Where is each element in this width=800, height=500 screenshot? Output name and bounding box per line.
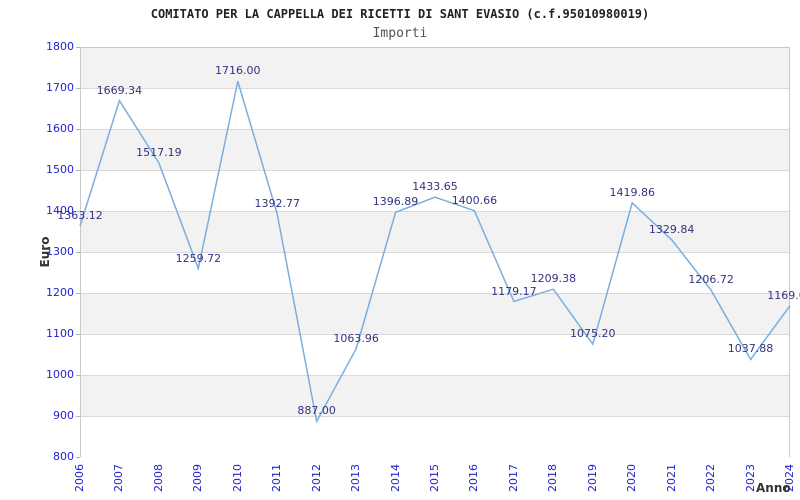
data-point-label: 1075.20 <box>570 327 616 341</box>
grid-band <box>81 130 789 171</box>
y-tick-label: 1300 <box>46 245 74 258</box>
x-tick-label: 2008 <box>151 464 165 492</box>
chart-subtitle: Importi <box>372 26 428 41</box>
x-tick-label: 2010 <box>230 464 244 492</box>
gridline <box>81 88 789 89</box>
y-tick-mark <box>76 211 80 212</box>
x-tick-label: 2006 <box>73 464 86 492</box>
x-tick-label: 2022 <box>704 464 718 492</box>
y-tick-mark <box>76 416 80 417</box>
x-tick-label: 2016 <box>467 464 481 492</box>
gridline <box>81 416 789 417</box>
data-point-label: 1392.77 <box>254 196 300 210</box>
grid-band <box>81 335 789 376</box>
data-point-label: 1517.19 <box>136 145 182 159</box>
data-point-label: 1400.66 <box>451 193 498 207</box>
x-tick-label: 2015 <box>428 464 441 492</box>
grid-band <box>81 48 789 89</box>
y-tick-mark <box>76 170 80 171</box>
x-tick-label: 2019 <box>585 464 599 492</box>
data-point-label: 1433.65 <box>412 180 458 194</box>
y-axis-title: Euro <box>38 236 52 268</box>
gridline <box>81 334 789 335</box>
y-tick-label: 1800 <box>46 40 74 53</box>
x-tick-label: 2017 <box>506 464 520 492</box>
x-tick-label: 2021 <box>664 464 678 492</box>
gridline <box>81 293 789 294</box>
x-tick-label: 2020 <box>625 464 639 492</box>
y-tick-label: 1500 <box>46 163 74 176</box>
data-point-label: 1419.86 <box>609 185 655 199</box>
gridline <box>81 129 789 130</box>
y-tick-label: 1100 <box>46 327 74 340</box>
y-tick-label: 800 <box>53 450 74 463</box>
data-point-label: 1063.96 <box>333 331 379 345</box>
grid-band <box>81 376 789 417</box>
data-point-label: 887.00 <box>297 404 336 418</box>
y-tick-mark <box>76 88 80 89</box>
x-tick-label: 2009 <box>191 464 205 492</box>
y-tick-mark <box>76 334 80 335</box>
data-point-label: 1209.38 <box>530 272 577 286</box>
data-point-label: 1329.84 <box>648 222 695 236</box>
y-tick-mark <box>76 375 80 376</box>
y-tick-label: 1700 <box>46 81 74 94</box>
y-tick-mark <box>76 252 80 253</box>
y-tick-label: 900 <box>53 409 74 422</box>
gridline <box>81 170 789 171</box>
data-point-label: 1363.12 <box>57 209 103 223</box>
gridline <box>81 375 789 376</box>
data-point-label: 1396.89 <box>372 195 419 209</box>
data-point-label: 1169.00 <box>767 288 800 302</box>
y-tick-mark <box>76 129 80 130</box>
gridline <box>81 211 789 212</box>
data-point-label: 1037.88 <box>727 342 774 356</box>
chart-title: COMITATO PER LA CAPPELLA DEI RICETTI DI … <box>150 7 650 21</box>
x-tick-label: 2018 <box>546 464 560 492</box>
data-point-label: 1259.72 <box>175 251 222 265</box>
data-point-label: 1669.34 <box>96 83 143 97</box>
y-tick-mark <box>76 293 80 294</box>
x-tick-label: 2012 <box>309 464 323 492</box>
data-point-label: 1179.17 <box>491 284 537 298</box>
y-tick-mark <box>76 457 80 458</box>
x-tick-label: 2014 <box>388 464 402 492</box>
y-tick-label: 1000 <box>46 368 74 381</box>
data-point-label: 1206.72 <box>688 273 734 287</box>
grid-band <box>81 417 789 458</box>
data-point-label: 1716.00 <box>215 64 261 78</box>
x-tick-label: 2011 <box>270 464 284 492</box>
y-tick-label: 1600 <box>46 122 74 135</box>
x-axis-title: Anno <box>756 481 791 495</box>
y-tick-mark <box>76 47 80 48</box>
grid-band <box>81 89 789 130</box>
x-tick-label: 2007 <box>112 464 126 492</box>
grid-band <box>81 294 789 335</box>
y-tick-label: 1200 <box>46 286 74 299</box>
y-tick-label: 1400 <box>46 204 74 217</box>
x-tick-label: 2013 <box>349 464 363 492</box>
